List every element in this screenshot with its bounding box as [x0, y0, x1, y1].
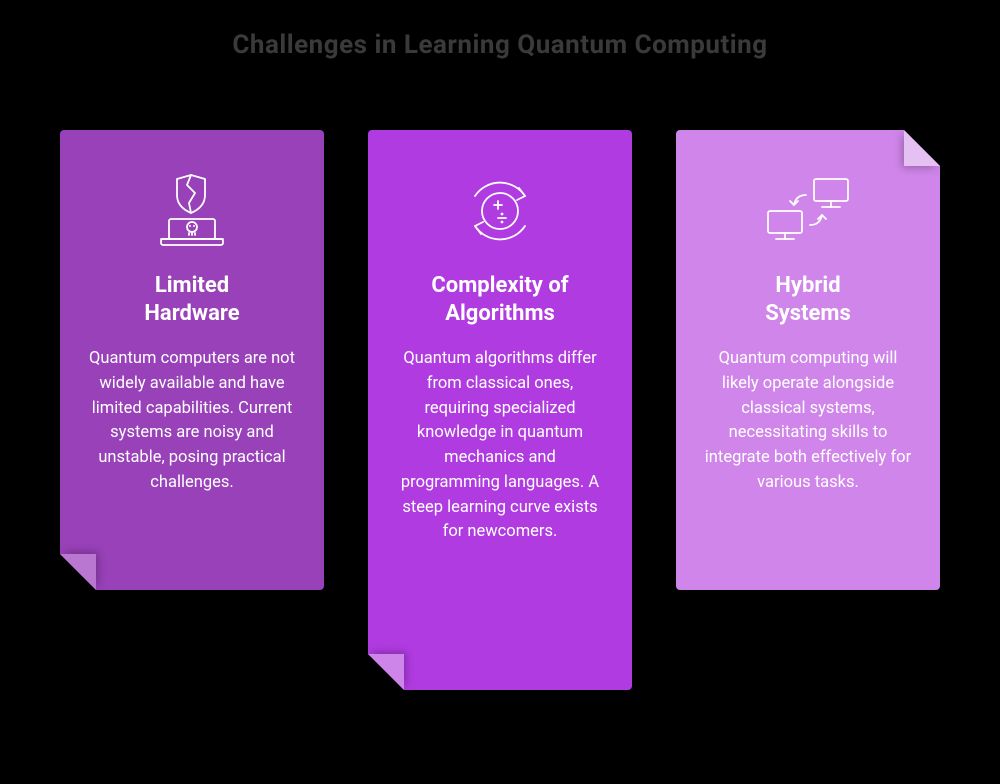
page-title: Challenges in Learning Quantum Computing — [0, 30, 1000, 60]
math-cycle-icon — [396, 164, 604, 258]
card-title: Limited Hardware — [88, 272, 296, 327]
card-content: Complexity of Algorithms Quantum algorit… — [396, 164, 604, 545]
page: Challenges in Learning Quantum Computing — [0, 0, 1000, 784]
card-content: Hybrid Systems Quantum computing will li… — [704, 164, 912, 496]
card-body: Quantum algorithms differ from classical… — [396, 347, 604, 545]
card-hybrid-systems: Hybrid Systems Quantum computing will li… — [676, 130, 940, 590]
two-monitors-sync-icon — [704, 164, 912, 258]
cards-row: Limited Hardware Quantum computers are n… — [58, 130, 942, 690]
card-title: Complexity of Algorithms — [396, 272, 604, 327]
page-curl — [904, 130, 940, 166]
card-body: Quantum computers are not widely availab… — [88, 347, 296, 496]
page-curl — [60, 554, 96, 590]
card-body: Quantum computing will likely operate al… — [704, 347, 912, 496]
card-complexity-algorithms: Complexity of Algorithms Quantum algorit… — [368, 130, 632, 690]
card-limited-hardware: Limited Hardware Quantum computers are n… — [60, 130, 324, 590]
page-curl — [368, 654, 404, 690]
card-content: Limited Hardware Quantum computers are n… — [88, 164, 296, 496]
card-title: Hybrid Systems — [704, 272, 912, 327]
broken-shield-laptop-icon — [88, 164, 296, 258]
